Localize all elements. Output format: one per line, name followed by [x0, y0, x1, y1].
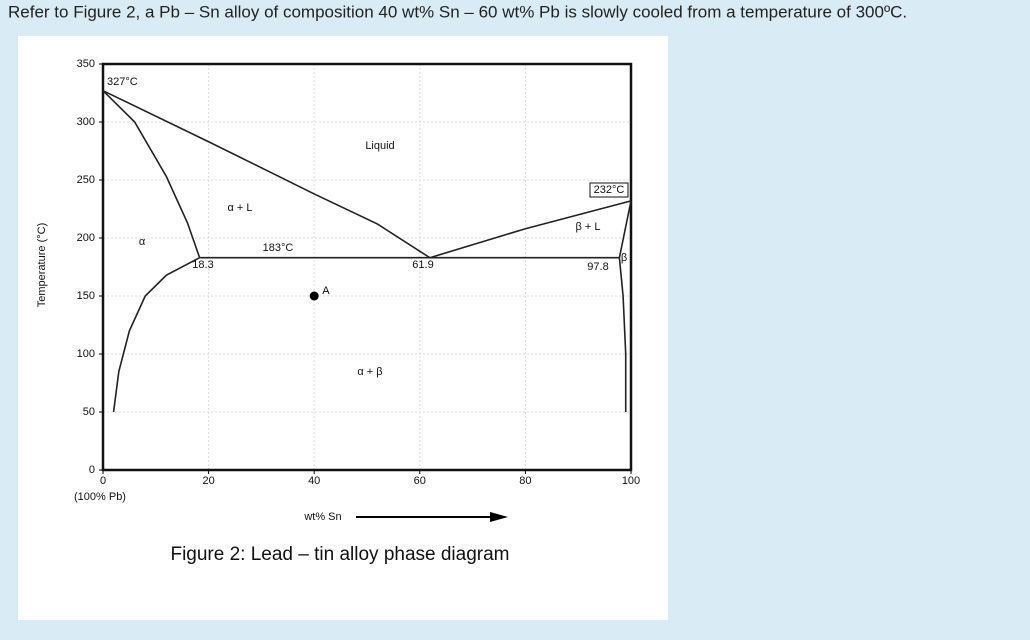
x-axis-arrowhead — [490, 512, 508, 522]
annotation: 61.9 — [412, 259, 433, 271]
phase-boundary — [102, 90, 201, 258]
y-tick-label: 50 — [83, 406, 95, 418]
phase-boundary — [112, 257, 200, 413]
y-tick-label: 200 — [77, 232, 95, 244]
x-tick-label: 40 — [308, 475, 320, 487]
plot-frame — [101, 62, 633, 472]
y-tick-label: 350 — [77, 58, 95, 70]
figure-panel — [18, 36, 668, 620]
x-tick-label: 80 — [519, 475, 531, 487]
x-tick-label: 0 — [100, 475, 106, 487]
question-text: Refer to Figure 2, a Pb – Sn alloy of co… — [8, 2, 907, 21]
annotation: 232°C — [594, 184, 625, 196]
x-tick-label: 60 — [414, 475, 426, 487]
annotation: α + L — [227, 202, 252, 214]
annotation: α + β — [357, 366, 382, 378]
y-tick-label: 0 — [89, 464, 95, 476]
x-origin-note: (100% Pb) — [74, 491, 126, 503]
figure-caption: Figure 2: Lead – tin alloy phase diagram — [170, 544, 509, 565]
annotation: 327°C — [107, 76, 138, 88]
annotation: 97.8 — [587, 261, 608, 273]
phase-boundary — [429, 200, 632, 259]
y-tick-label: 100 — [77, 348, 95, 360]
annotation: β — [621, 252, 627, 264]
annotation: Liquid — [365, 140, 394, 152]
annotation: β + L — [576, 221, 601, 233]
x-tick-label: 100 — [622, 475, 640, 487]
y-tick-label: 150 — [77, 290, 95, 302]
annotation: α — [139, 236, 146, 248]
annotation: 18.3 — [192, 259, 213, 271]
y-tick-label: 250 — [77, 174, 95, 186]
y-axis-label: Temperature (°C) — [36, 223, 48, 307]
y-tick-label: 300 — [77, 116, 95, 128]
phase-boundary — [618, 257, 627, 412]
annotation-box — [589, 182, 629, 198]
point-label: A — [322, 285, 330, 297]
x-axis-label: wt% Sn — [303, 511, 341, 523]
phase-boundary — [618, 200, 632, 258]
point-marker — [309, 291, 319, 301]
annotation: 183°C — [263, 242, 294, 254]
phase-boundary — [102, 89, 431, 259]
x-tick-label: 20 — [202, 475, 214, 487]
